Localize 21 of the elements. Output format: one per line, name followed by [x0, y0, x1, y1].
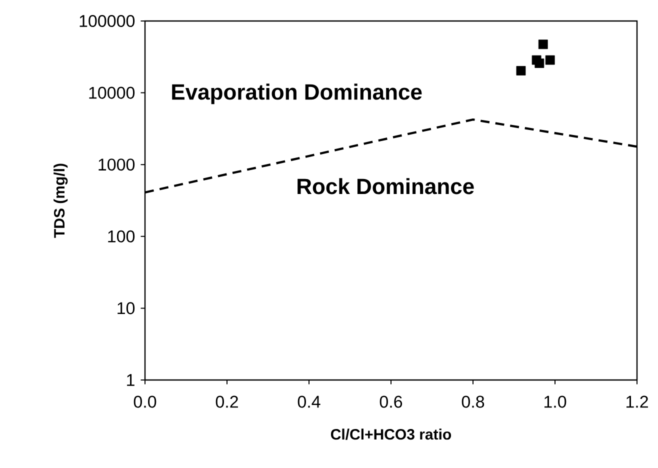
point — [538, 40, 548, 50]
y-tick-label: 1000 — [98, 158, 135, 171]
x-tick-label: 0.2 — [216, 396, 238, 408]
point — [516, 66, 526, 76]
y-tick-label: 100000 — [80, 14, 135, 28]
x-tick-label: 0.0 — [134, 396, 156, 408]
x-tick-label: 1.0 — [544, 396, 566, 408]
y-tick-label: 10 — [118, 302, 135, 314]
point — [534, 58, 544, 68]
y-tick-label: 100 — [108, 230, 135, 242]
annotation: Evaporation Dominance — [172, 84, 422, 104]
x-axis-title: Cl/Cl+HCO3 ratio — [330, 428, 452, 440]
y-axis-title: TDS (mg/l) — [54, 164, 68, 238]
x-tick-label: 0.6 — [380, 396, 402, 408]
annotation: Rock Dominance — [298, 178, 474, 194]
x-tick-label: 0.4 — [298, 396, 320, 408]
point — [545, 55, 555, 65]
x-tick-label: 0.8 — [462, 396, 484, 408]
y-tick-label: 1 — [127, 374, 134, 386]
y-tick-label: 10000 — [89, 86, 135, 99]
x-tick-label: 1.2 — [626, 396, 648, 408]
